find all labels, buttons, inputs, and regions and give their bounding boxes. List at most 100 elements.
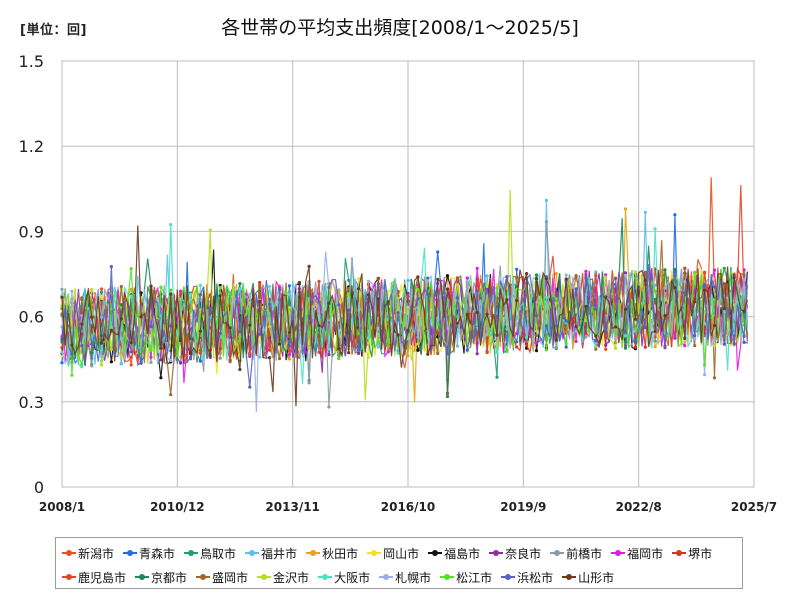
series-point: [307, 345, 311, 350]
legend-marker: [257, 571, 272, 583]
series-point: [238, 339, 242, 343]
series-point: [198, 283, 202, 287]
series-point: [515, 340, 519, 344]
legend-label: 福岡市: [627, 546, 664, 561]
series-point: [268, 284, 272, 289]
series-point: [169, 358, 173, 363]
series-point: [337, 356, 341, 360]
legend-marker: [550, 547, 565, 559]
series-point: [574, 274, 578, 278]
series-point: [584, 269, 588, 273]
legend-item: 鳥取市: [184, 542, 236, 564]
series-point: [357, 332, 361, 336]
series-point: [653, 329, 657, 333]
series-point: [218, 294, 222, 298]
series-point: [218, 285, 222, 290]
series-point: [643, 270, 647, 274]
series-point: [60, 350, 64, 354]
series-point: [465, 312, 469, 316]
series-point: [722, 306, 726, 311]
series-point: [307, 264, 311, 268]
unit-label: [単位：回]: [20, 23, 87, 38]
series-point: [445, 287, 450, 291]
series-point: [60, 346, 64, 350]
series-point: [574, 329, 578, 333]
series-point: [70, 328, 74, 332]
series-point: [623, 307, 628, 311]
series-point: [485, 274, 489, 278]
series-point: [70, 343, 74, 347]
series-point: [436, 277, 440, 281]
series-point: [712, 376, 717, 380]
series-point: [198, 329, 202, 333]
series-point: [268, 348, 272, 352]
legend-marker: [62, 547, 76, 559]
series-point: [594, 345, 598, 349]
legend-label: 新潟市: [78, 546, 115, 561]
series-point: [623, 271, 628, 275]
series-point: [703, 322, 707, 326]
series-point: [525, 272, 529, 276]
series-point: [683, 336, 687, 340]
series-point: [109, 328, 113, 332]
series-point: [99, 363, 104, 367]
series-point: [99, 315, 104, 319]
series-point: [693, 300, 697, 304]
series-point: [287, 357, 291, 361]
legend-item: 福岡市: [611, 542, 663, 564]
series-point: [604, 347, 608, 351]
series-point: [90, 364, 94, 368]
series-point: [445, 352, 450, 356]
series-point: [337, 303, 341, 307]
series-point: [258, 285, 262, 289]
series-point: [564, 273, 568, 277]
legend-marker: [611, 547, 626, 559]
series-point: [228, 292, 232, 296]
legend-item: 金沢市: [257, 566, 309, 588]
series-point: [673, 267, 677, 272]
legend-item: 浜松市: [501, 566, 553, 588]
series-point: [742, 309, 746, 313]
legend-item: 堺市: [672, 542, 712, 564]
series-point: [60, 361, 64, 365]
series-point: [406, 291, 410, 295]
series-point: [594, 274, 598, 278]
series-point: [594, 339, 598, 343]
legend-item: 大阪市: [318, 566, 370, 588]
series-point: [129, 341, 133, 345]
series-point: [436, 322, 440, 326]
legend-marker: [489, 547, 504, 559]
series-point: [248, 292, 252, 296]
series-point: [396, 351, 400, 355]
series-point: [317, 314, 321, 318]
x-tick-label: 2010/12: [150, 500, 204, 514]
series-point: [712, 344, 717, 348]
legend-item: 鹿児島市: [62, 566, 126, 588]
series-point: [643, 345, 647, 349]
series-point: [673, 270, 677, 275]
series-point: [604, 295, 608, 299]
series-point: [505, 298, 509, 302]
series-point: [169, 393, 173, 397]
series-point: [129, 306, 133, 310]
series-line-13: [61, 240, 748, 395]
series-point: [525, 335, 529, 339]
series-point: [238, 330, 242, 334]
series-point: [287, 290, 291, 294]
legend-item: 奈良市: [489, 542, 541, 564]
series-point: [297, 340, 301, 344]
series-point: [643, 278, 647, 282]
series-point: [426, 352, 430, 356]
series-point: [159, 346, 163, 350]
series-point: [179, 337, 183, 341]
legend-item: 秋田市: [306, 542, 358, 564]
series-point: [80, 343, 84, 348]
series-point: [703, 363, 707, 367]
series-point: [515, 267, 519, 271]
legend-marker: [135, 571, 150, 583]
legend-item: 山形市: [562, 566, 614, 588]
series-point: [80, 322, 84, 326]
series-point: [475, 335, 479, 339]
series-point: [149, 327, 153, 331]
series-point: [544, 277, 549, 281]
